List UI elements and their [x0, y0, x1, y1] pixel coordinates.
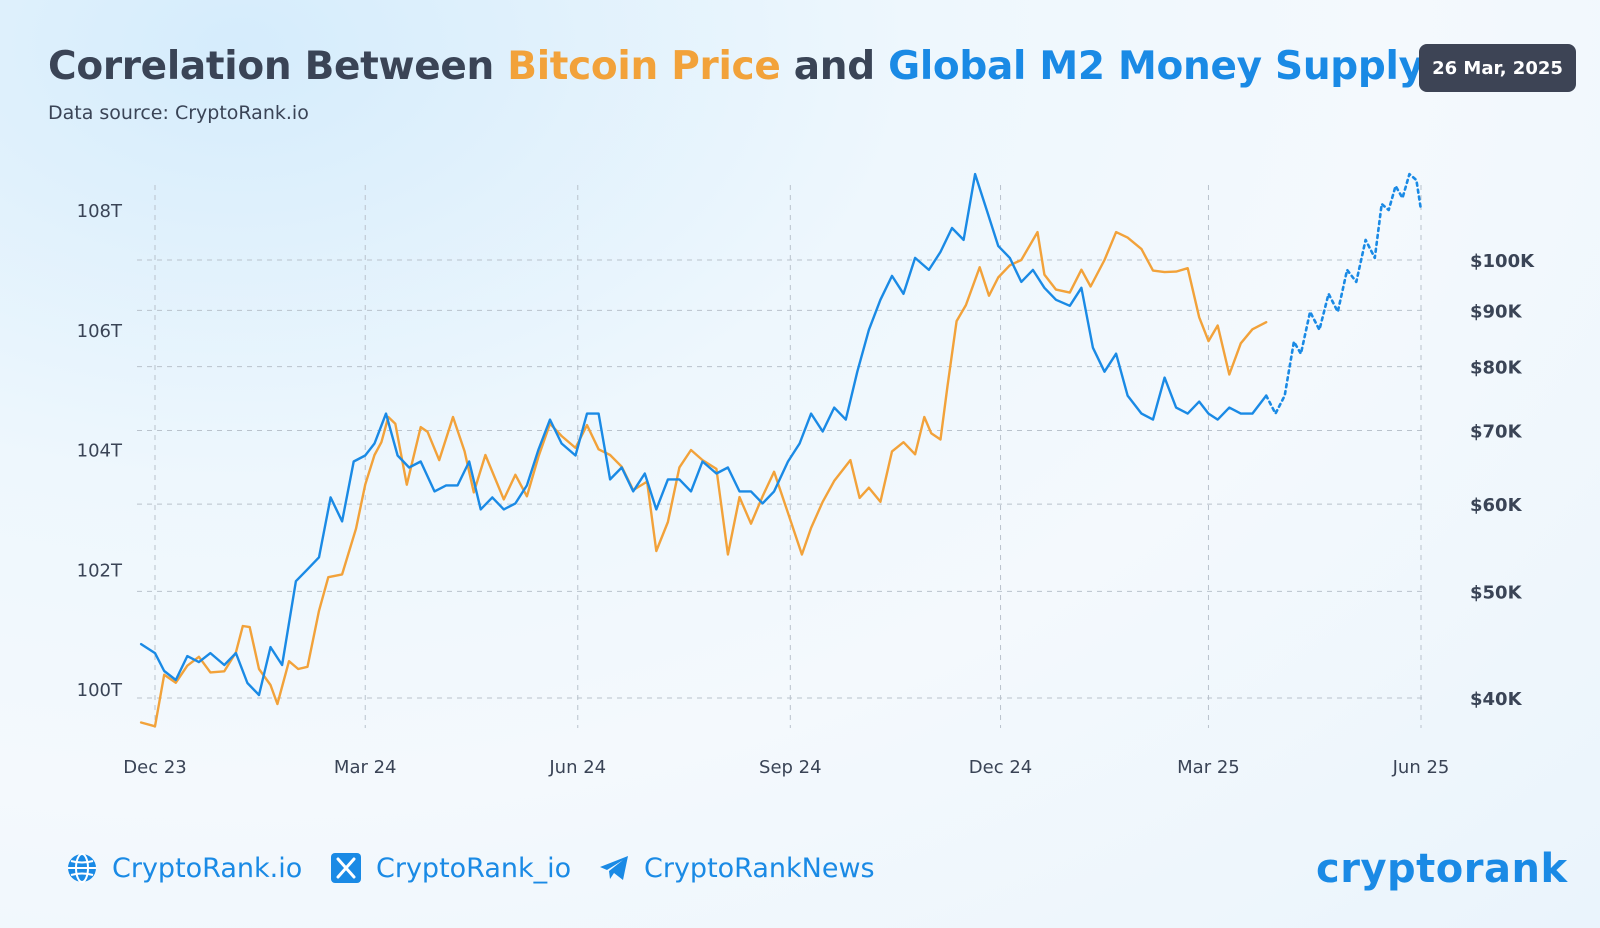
- x-tick-label: Sep 24: [759, 757, 822, 778]
- right-tick-label: $90K: [1470, 301, 1523, 322]
- x-tick-label: Jun 24: [548, 757, 606, 778]
- chart-title: Correlation Between Bitcoin Price and Gl…: [48, 44, 1424, 89]
- right-tick-label: $60K: [1470, 495, 1523, 516]
- globe-icon: [68, 853, 96, 883]
- right-tick-label: $40K: [1470, 689, 1523, 710]
- footer-website-link[interactable]: CryptoRank.io: [66, 848, 302, 888]
- right-tick-label: $100K: [1470, 251, 1535, 272]
- footer-telegram-link[interactable]: CryptoRankNews: [598, 848, 875, 888]
- vertical-grid: [154, 185, 1422, 728]
- right-tick-label: $70K: [1470, 421, 1523, 442]
- footer-x-link[interactable]: CryptoRank_io: [330, 848, 571, 888]
- x-handle-label: CryptoRank_io: [376, 852, 572, 884]
- left-tick-label: 102T: [77, 560, 123, 581]
- right-tick-label: $50K: [1470, 582, 1523, 603]
- title-prefix: Correlation Between: [48, 44, 508, 89]
- title-m2: Global M2 Money Supply: [888, 44, 1424, 89]
- x-tick-label: Jun 25: [1392, 757, 1450, 778]
- left-axis-ticks: 100T 102T 104T 106T 108T: [77, 201, 123, 701]
- title-mid: and: [780, 44, 889, 89]
- title-bitcoin: Bitcoin Price: [507, 44, 781, 89]
- right-axis-ticks: $40K $50K $60K $70K $80K $90K $100K: [1470, 251, 1535, 710]
- m2-projection-line: [1264, 172, 1423, 415]
- data-source: Data source: CryptoRank.io: [48, 102, 309, 124]
- x-tick-label: Mar 25: [1177, 757, 1240, 778]
- x-tick-label: Mar 24: [334, 757, 397, 778]
- x-tick-label: Dec 23: [123, 757, 186, 778]
- series-lines: [139, 172, 1423, 728]
- right-tick-label: $80K: [1470, 358, 1523, 379]
- x-axis-ticks: Dec 23 Mar 24 Jun 24 Sep 24 Dec 24 Mar 25 Jun …: [123, 757, 1449, 778]
- left-tick-label: 104T: [77, 441, 123, 462]
- left-tick-label: 106T: [77, 321, 123, 342]
- left-tick-label: 108T: [77, 201, 123, 222]
- left-tick-label: 100T: [77, 680, 123, 701]
- horizontal-grid: [137, 259, 1422, 699]
- cryptorank-logo: cryptorank: [1316, 846, 1568, 892]
- website-label: CryptoRank.io: [112, 852, 303, 884]
- telegram-icon: [600, 856, 628, 880]
- date-badge: 26 Mar, 2025: [1419, 44, 1576, 92]
- x-tick-label: Dec 24: [969, 757, 1032, 778]
- telegram-label: CryptoRankNews: [644, 852, 875, 884]
- chart-area: 100T 102T 104T 106T 108T $40K $50K $60K $70K $80…: [77, 172, 1535, 778]
- bitcoin-price-line: [139, 230, 1268, 728]
- m2-supply-line: [139, 172, 1268, 697]
- x-logo-icon: [331, 853, 361, 883]
